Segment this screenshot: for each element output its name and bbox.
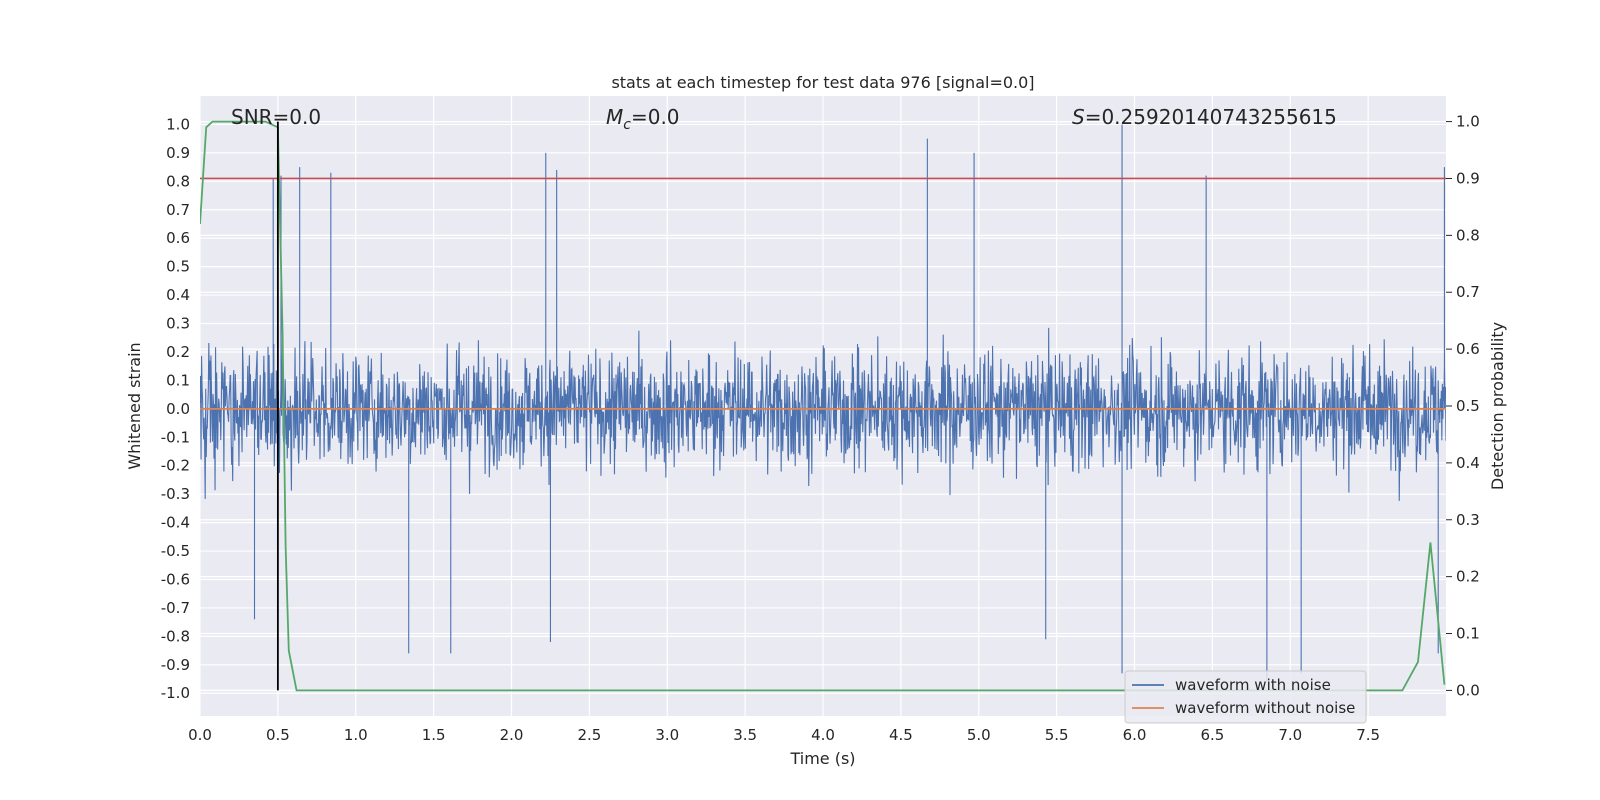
y-left-tick-label: 0.3 xyxy=(166,315,190,333)
x-tick-label: 1.5 xyxy=(422,726,446,744)
chart-title: stats at each timestep for test data 976… xyxy=(611,73,1034,92)
y-left-tick-label: 0.0 xyxy=(166,400,190,418)
chirp-mass-symbol: M xyxy=(606,105,623,129)
y-right-tick-label: 0.0 xyxy=(1456,681,1480,699)
y-left-tick-label: -0.9 xyxy=(161,656,190,674)
y-left-tick-label: -0.5 xyxy=(161,542,190,560)
series-lines xyxy=(200,120,1446,692)
x-axis-label: Time (s) xyxy=(789,749,855,768)
x-tick-label: 6.5 xyxy=(1200,726,1224,744)
y-left-tick-label: -0.7 xyxy=(161,599,190,617)
x-tick-label: 2.0 xyxy=(500,726,524,744)
y-left-tick-label: -0.4 xyxy=(161,514,190,532)
y-right-tick-label: 0.1 xyxy=(1456,625,1480,643)
y-left-tick-label: 1.0 xyxy=(166,115,190,133)
legend-label-waveform-with-noise: waveform with noise xyxy=(1175,676,1331,694)
chirp-mass-annotation: Mc=0.0 xyxy=(606,105,680,133)
y-right-tick-label: 0.3 xyxy=(1456,511,1480,529)
chirp-mass-subscript: c xyxy=(623,117,631,133)
y-left-tick-label: -0.3 xyxy=(161,485,190,503)
x-tick-label: 2.5 xyxy=(577,726,601,744)
legend-label-waveform-without-noise: waveform without noise xyxy=(1175,699,1355,717)
y-left-tick-label: 0.2 xyxy=(166,343,190,361)
x-tick-label: 6.0 xyxy=(1123,726,1147,744)
x-tick-label: 3.0 xyxy=(655,726,679,744)
y-left-tick-label: 0.5 xyxy=(166,258,190,276)
x-tick-label: 3.5 xyxy=(733,726,757,744)
x-axis-ticks: 0.0 0.5 1.0 1.5 2.0 2.5 3.0 3.5 4.0 4.5 5.0 5.5 6.0 6… xyxy=(188,726,1380,744)
y-right-tick-label: 0.6 xyxy=(1456,340,1480,358)
chirp-mass-value: =0.0 xyxy=(631,105,680,129)
y-right-tick-label: 1.0 xyxy=(1456,113,1480,131)
score-value: =0.25920140743255615 xyxy=(1085,105,1337,129)
y-right-tick-label: 0.5 xyxy=(1456,397,1480,415)
y-left-tick-label: -0.2 xyxy=(161,457,190,475)
y-left-tick-label: -1.0 xyxy=(161,684,190,702)
y-right-tick-label: 0.8 xyxy=(1456,226,1480,244)
y-left-tick-label: 0.1 xyxy=(166,371,190,389)
y-left-tick-label: 0.9 xyxy=(166,144,190,162)
y-right-tick-label: 0.9 xyxy=(1456,169,1480,187)
y-left-tick-label: -0.6 xyxy=(161,570,190,588)
x-tick-label: 0.5 xyxy=(266,726,290,744)
y-left-tick-label: 0.4 xyxy=(166,286,190,304)
y-axis-right-ticks: 1.0 0.9 0.8 0.7 0.6 0.5 0.4 0.3 0.2 0.1 0.0 xyxy=(1446,113,1480,699)
y-left-tick-label: -0.1 xyxy=(161,428,190,446)
legend-box xyxy=(1124,670,1367,724)
y-axis-left-label: Whitened strain xyxy=(125,342,144,469)
snr-annotation: SNR=0.0 xyxy=(231,105,321,129)
y-left-tick-label: 0.6 xyxy=(166,229,190,247)
y-right-tick-label: 0.7 xyxy=(1456,283,1480,301)
x-tick-label: 7.0 xyxy=(1278,726,1302,744)
x-tick-label: 7.5 xyxy=(1356,726,1380,744)
x-tick-label: 4.0 xyxy=(811,726,835,744)
score-symbol: S xyxy=(1072,105,1085,129)
x-tick-label: 5.5 xyxy=(1045,726,1069,744)
x-tick-label: 1.0 xyxy=(344,726,368,744)
legend: waveform with noise waveform without noi… xyxy=(1124,670,1367,724)
x-tick-label: 5.0 xyxy=(967,726,991,744)
score-annotation: S=0.25920140743255615 xyxy=(1072,105,1337,129)
y-right-tick-label: 0.2 xyxy=(1456,568,1480,586)
y-right-tick-label: 0.4 xyxy=(1456,454,1480,472)
y-axis-right-label: Detection probability xyxy=(1488,322,1507,490)
y-left-tick-label: 0.8 xyxy=(166,172,190,190)
x-tick-label: 4.5 xyxy=(889,726,913,744)
y-axis-left-ticks: 1.0 0.9 0.8 0.7 0.6 0.5 0.4 0.3 0.2 0.1 0.0 -0.1 -0.… xyxy=(161,115,190,702)
y-left-tick-label: -0.8 xyxy=(161,627,190,645)
y-left-tick-label: 0.7 xyxy=(166,201,190,219)
detection-probability-line xyxy=(200,120,1446,692)
x-tick-label: 0.0 xyxy=(188,726,212,744)
